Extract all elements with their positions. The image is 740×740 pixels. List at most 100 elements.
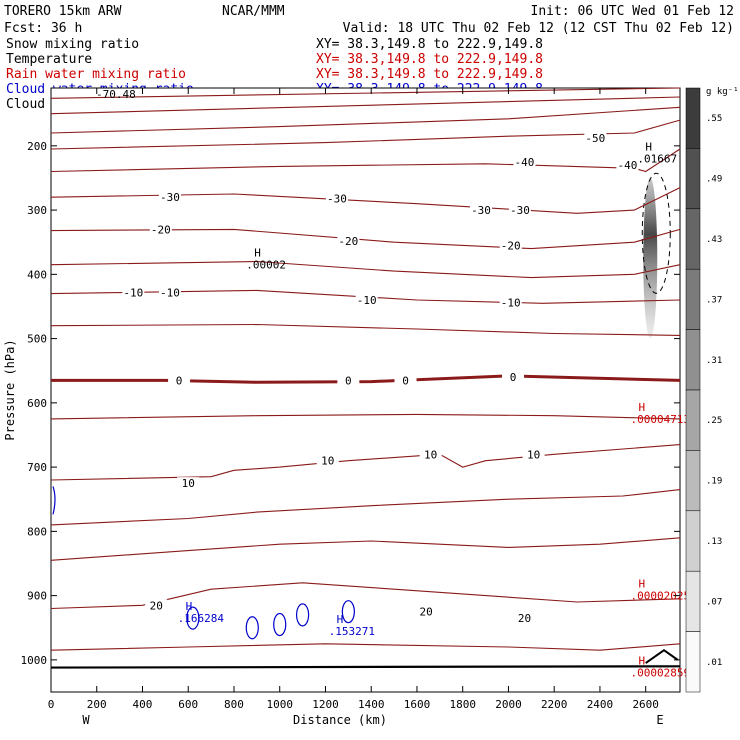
high-marker: H — [639, 578, 646, 591]
temperature-contour — [50, 323, 681, 336]
high-value: .153271 — [329, 625, 375, 638]
contour-label-bg — [355, 294, 378, 306]
x-tick-label: 1800 — [449, 698, 476, 711]
temperature-contour — [50, 413, 681, 420]
colorbar-label: .13 — [706, 537, 722, 547]
x-tick-label: 2200 — [541, 698, 568, 711]
field-xy: XY= 38.3,149.8 to 222.9,149.8 — [316, 52, 543, 67]
contour-label: -30 — [327, 193, 347, 206]
high-marker: H — [639, 401, 646, 414]
field-xy: XY= 38.3,149.8 to 222.9,149.8 — [316, 67, 543, 82]
high-value: .00002025 — [631, 590, 691, 603]
contour-label: -40 — [515, 156, 535, 169]
contour-label: 0 — [402, 374, 409, 387]
plot-area — [50, 87, 681, 693]
init-time: Init: 06 UTC Wed 01 Feb 12 — [531, 4, 735, 19]
colorbar-swatch — [685, 87, 701, 149]
contour-label: 0 — [510, 371, 517, 384]
field-name: Rain water mixing ratio — [6, 67, 186, 82]
y-tick-label: 1000 — [21, 654, 48, 667]
surface-line — [50, 665, 681, 669]
contour-label-bg — [316, 454, 339, 466]
temperature-contour — [50, 289, 681, 304]
colorbar-swatch — [685, 268, 701, 330]
temperature-contour — [50, 119, 681, 150]
contour-label: -20 — [338, 235, 358, 248]
cloud-water-contour — [296, 603, 310, 627]
cloud-water-contour — [186, 606, 200, 630]
y-tick-label: 400 — [27, 268, 47, 281]
x-tick-label: 600 — [178, 698, 198, 711]
contour-label-bg — [502, 371, 525, 383]
field-name: Snow mixing ratio — [6, 37, 139, 52]
temperature-contour — [50, 444, 681, 481]
y-tick-label: 300 — [27, 204, 47, 217]
temperature-contour — [50, 106, 681, 134]
temperature-contour — [50, 260, 681, 279]
temperature-contour — [50, 537, 681, 561]
contour-label-bg — [325, 192, 348, 204]
contour-label: -70.48 — [96, 88, 136, 101]
x-tick-label: 1600 — [404, 698, 431, 711]
colorbar-label: .01 — [706, 658, 722, 668]
high-value: .00004713 — [631, 413, 691, 426]
x-tick-label: 2600 — [632, 698, 659, 711]
plot-layer: -50 -40 -40 -30 -30 -30 -30 -20 -20 -20 -10 -10 -10 -… — [50, 87, 691, 680]
valid-time: Valid: 18 UTC Thu 02 Feb 12 (12 CST Thu … — [343, 21, 734, 36]
colorbar-label: .37 — [706, 295, 722, 305]
terrain-bump — [645, 649, 679, 664]
contour-label: -20 — [501, 239, 521, 252]
contour-label-bg — [158, 191, 181, 203]
contour-label-bg — [513, 612, 536, 624]
y-tick-label: 200 — [27, 140, 47, 153]
colorbar-swatch — [685, 570, 701, 632]
contour-label-bg — [394, 374, 417, 386]
cloud-water-contour — [245, 616, 259, 640]
y-tick-label: 700 — [27, 461, 47, 474]
forecast-hour: Fcst: 36 h — [4, 21, 82, 36]
contour-label: 0 — [345, 374, 352, 387]
cloud-water-contour — [273, 612, 287, 637]
contour-label-bg — [145, 599, 168, 611]
colorbar-label: .43 — [706, 235, 722, 245]
contour-label-bg — [149, 223, 172, 235]
high-marker: H — [639, 655, 646, 668]
colorbar-unit: g kg⁻¹ — [706, 87, 739, 97]
contour-label: -30 — [471, 204, 491, 217]
contour-label: -30 — [510, 204, 530, 217]
contour-label: -30 — [160, 191, 180, 204]
x-tick-label: 0 — [48, 698, 55, 711]
west-label: W — [82, 713, 90, 727]
contour-label: 20 — [518, 612, 531, 625]
cloud-water-contour — [341, 600, 355, 624]
contour-label: 20 — [150, 599, 163, 612]
colorbar: .55 .49 .43 .37 .31 .25 .19 .13 .07 .01 — [685, 87, 722, 693]
high-marker: H — [337, 613, 344, 626]
high-value: .166284 — [178, 612, 225, 625]
x-tick-label: 200 — [87, 698, 107, 711]
contour-label: -10 — [357, 294, 377, 307]
temperature-contour — [50, 87, 681, 99]
contour-label-bg — [470, 204, 493, 216]
contour-label: 10 — [321, 455, 334, 468]
x-tick-label: 1000 — [266, 698, 293, 711]
east-label: E — [656, 713, 663, 727]
y-axis-label: Pressure (hPa) — [3, 339, 17, 440]
contour-label: 10 — [527, 448, 540, 461]
high-marker: H — [645, 141, 652, 154]
field-xy: XY= 38.3,149.8 to 222.9,149.8 — [316, 37, 543, 52]
temperature-contour — [50, 187, 681, 214]
contour-label-bg — [513, 155, 536, 167]
contour-label: -10 — [501, 297, 521, 310]
colorbar-swatch — [685, 510, 701, 572]
x-tick-label: 2400 — [587, 698, 614, 711]
x-tick-label: 400 — [133, 698, 153, 711]
colorbar-swatch — [685, 389, 701, 451]
contour-label: 0 — [176, 374, 183, 387]
cloud-ice-shading — [643, 177, 658, 339]
contour-label: -40 — [617, 159, 637, 172]
contour-label-bg — [337, 374, 360, 386]
contour-label-bg — [337, 234, 360, 246]
contour-label-bg — [419, 448, 442, 460]
